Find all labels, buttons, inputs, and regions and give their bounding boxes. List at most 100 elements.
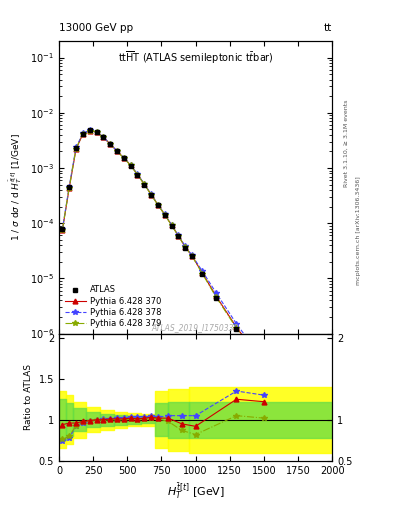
Line: ATLAS: ATLAS [60, 128, 266, 369]
Pythia 6.428 370 [73, 146, 78, 152]
Pythia 6.428 370 [149, 191, 154, 198]
ATLAS [190, 253, 195, 260]
Pythia 6.428 379 [121, 155, 126, 161]
Y-axis label: 1 / $\sigma$ d$\sigma$ / d $H_T^{\bar{t}[t]}$ [1/GeV]: 1 / $\sigma$ d$\sigma$ / d $H_T^{\bar{t}… [7, 133, 24, 241]
Pythia 6.428 378 [149, 191, 154, 197]
Pythia 6.428 379 [183, 244, 187, 250]
Pythia 6.428 379 [73, 145, 78, 152]
Pythia 6.428 379 [142, 181, 147, 187]
ATLAS [73, 145, 78, 151]
Line: Pythia 6.428 378: Pythia 6.428 378 [60, 127, 266, 364]
Pythia 6.428 370 [128, 162, 133, 168]
ATLAS [115, 148, 119, 155]
Pythia 6.428 378 [162, 211, 167, 217]
Pythia 6.428 370 [183, 244, 187, 250]
Pythia 6.428 378 [183, 243, 187, 249]
Pythia 6.428 379 [261, 363, 266, 369]
Pythia 6.428 379 [67, 185, 72, 191]
Pythia 6.428 370 [67, 185, 72, 191]
ATLAS [81, 131, 85, 137]
Pythia 6.428 370 [121, 155, 126, 161]
Text: Rivet 3.1.10, ≥ 3.1M events: Rivet 3.1.10, ≥ 3.1M events [344, 100, 349, 187]
ATLAS [87, 127, 92, 134]
Pythia 6.428 378 [67, 183, 72, 189]
Pythia 6.428 370 [214, 293, 219, 299]
ATLAS [234, 326, 239, 332]
Pythia 6.428 379 [149, 191, 154, 198]
Legend: ATLAS, Pythia 6.428 370, Pythia 6.428 378, Pythia 6.428 379: ATLAS, Pythia 6.428 370, Pythia 6.428 37… [63, 284, 163, 329]
ATLAS [101, 134, 106, 140]
ATLAS [60, 225, 65, 231]
Pythia 6.428 370 [169, 222, 174, 228]
Pythia 6.428 370 [115, 148, 119, 154]
Pythia 6.428 379 [87, 127, 92, 134]
Pythia 6.428 378 [200, 268, 205, 274]
ATLAS [135, 172, 140, 178]
ATLAS [67, 184, 72, 190]
Y-axis label: Ratio to ATLAS: Ratio to ATLAS [24, 364, 33, 430]
Pythia 6.428 379 [162, 211, 167, 218]
Pythia 6.428 379 [101, 134, 106, 140]
Pythia 6.428 379 [81, 131, 85, 137]
Pythia 6.428 370 [200, 270, 205, 276]
Pythia 6.428 379 [214, 294, 219, 300]
Pythia 6.428 379 [128, 162, 133, 168]
ATLAS [149, 192, 154, 198]
ATLAS [142, 182, 147, 188]
Pythia 6.428 378 [101, 134, 106, 140]
ATLAS [176, 233, 181, 239]
Pythia 6.428 370 [234, 324, 239, 330]
ATLAS [162, 212, 167, 218]
Pythia 6.428 370 [108, 141, 112, 147]
Pythia 6.428 370 [94, 129, 99, 135]
ATLAS [108, 141, 112, 147]
Pythia 6.428 379 [190, 253, 195, 259]
Line: Pythia 6.428 379: Pythia 6.428 379 [60, 128, 266, 369]
Pythia 6.428 379 [135, 172, 140, 178]
Pythia 6.428 378 [190, 252, 195, 259]
Pythia 6.428 378 [108, 141, 112, 147]
Text: 13000 GeV pp: 13000 GeV pp [59, 23, 133, 33]
ATLAS [169, 223, 174, 229]
Pythia 6.428 370 [190, 253, 195, 259]
ATLAS [121, 155, 126, 161]
Text: ATLAS_2019_I1750330: ATLAS_2019_I1750330 [152, 323, 239, 332]
ATLAS [200, 271, 205, 277]
Pythia 6.428 370 [101, 134, 106, 140]
Pythia 6.428 378 [135, 171, 140, 177]
X-axis label: $H_T^{\bar{t}[t]}$ [GeV]: $H_T^{\bar{t}[t]}$ [GeV] [167, 481, 224, 501]
Pythia 6.428 378 [128, 162, 133, 168]
Pythia 6.428 378 [169, 222, 174, 228]
Pythia 6.428 378 [234, 321, 239, 327]
Pythia 6.428 379 [176, 233, 181, 239]
Pythia 6.428 370 [156, 202, 160, 208]
Pythia 6.428 370 [162, 211, 167, 218]
ATLAS [128, 163, 133, 169]
Pythia 6.428 379 [60, 227, 65, 233]
Pythia 6.428 378 [142, 181, 147, 187]
Pythia 6.428 370 [142, 181, 147, 187]
Pythia 6.428 379 [108, 141, 112, 147]
Pythia 6.428 378 [73, 144, 78, 151]
Pythia 6.428 379 [200, 270, 205, 276]
ATLAS [261, 364, 266, 370]
Pythia 6.428 378 [94, 129, 99, 135]
Pythia 6.428 379 [94, 129, 99, 135]
Pythia 6.428 378 [176, 232, 181, 239]
Pythia 6.428 379 [234, 325, 239, 331]
ATLAS [183, 245, 187, 251]
Pythia 6.428 370 [60, 227, 65, 233]
Line: Pythia 6.428 370: Pythia 6.428 370 [60, 128, 266, 367]
Text: mcplots.cern.ch [arXiv:1306.3436]: mcplots.cern.ch [arXiv:1306.3436] [356, 176, 361, 285]
Pythia 6.428 370 [176, 233, 181, 239]
Pythia 6.428 378 [81, 130, 85, 136]
Pythia 6.428 379 [169, 222, 174, 228]
ATLAS [214, 294, 219, 301]
Pythia 6.428 379 [156, 202, 160, 208]
Pythia 6.428 378 [87, 127, 92, 133]
Pythia 6.428 379 [115, 148, 119, 154]
Text: tt$\overline{\rm H}$T (ATLAS semileptonic t$\bar{t}$bar): tt$\overline{\rm H}$T (ATLAS semileptoni… [118, 50, 274, 66]
Pythia 6.428 370 [81, 131, 85, 137]
Pythia 6.428 370 [135, 172, 140, 178]
ATLAS [156, 202, 160, 208]
